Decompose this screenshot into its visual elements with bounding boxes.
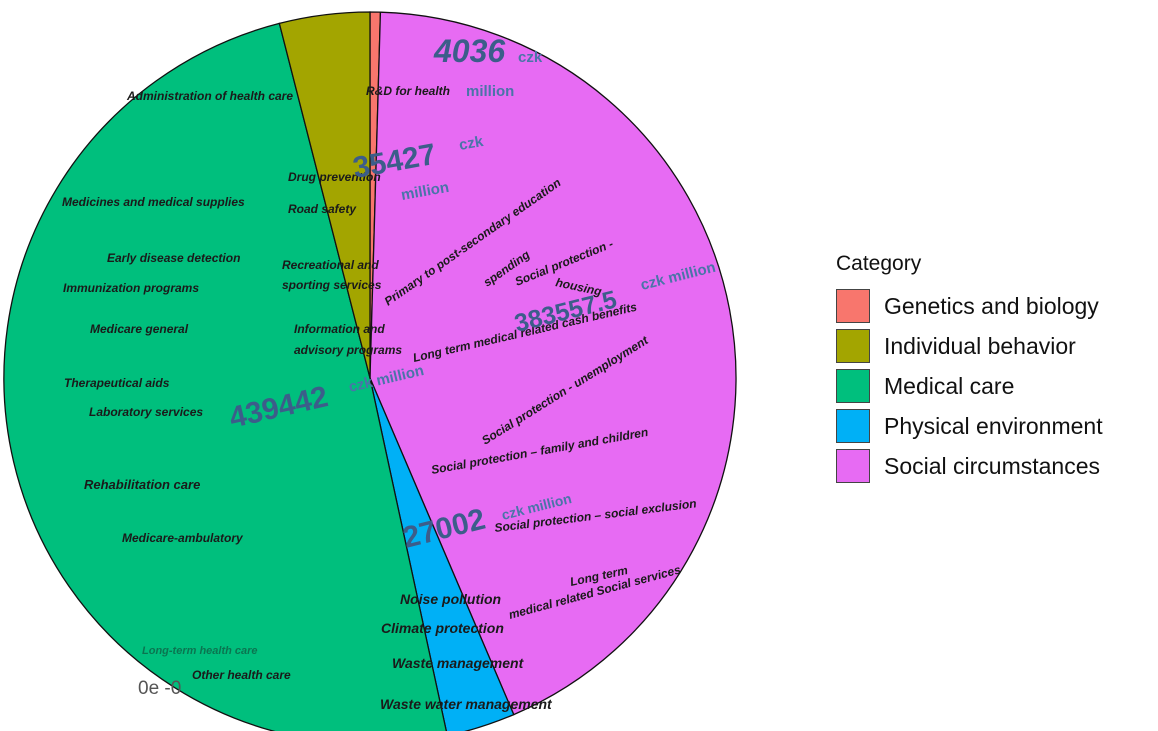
annotation-other-health-care: Other health care xyxy=(192,668,291,682)
legend-label: Physical environment xyxy=(884,413,1103,440)
legend-item-physical: Physical environment xyxy=(836,406,1103,446)
annotation-long-term-health-care: Long-term health care xyxy=(142,645,258,657)
legend-item-medical: Medical care xyxy=(836,366,1103,406)
annotation-early-detection: Early disease detection xyxy=(107,251,240,265)
annotation-rehabilitation: Rehabilitation care xyxy=(84,477,200,492)
annotation-road-safety: Road safety xyxy=(288,202,357,216)
legend-item-genetics: Genetics and biology xyxy=(836,286,1103,326)
annotation-noise-pollution: Noise pollution xyxy=(400,591,501,607)
annotation-rd-for-health: R&D for health xyxy=(366,84,450,98)
pie-slices xyxy=(4,12,736,731)
axis-artifact-label: 0e -0 xyxy=(138,678,181,700)
annotation-medicare-general: Medicare general xyxy=(90,322,189,336)
legend: Category Genetics and biology Individual… xyxy=(836,252,1103,486)
legend-item-behavior: Individual behavior xyxy=(836,326,1103,366)
pie-chart: R&D for health Drug prevention Road safe… xyxy=(0,0,760,731)
annotation-advisory-programs: advisory programs xyxy=(294,343,402,357)
legend-label: Social circumstances xyxy=(884,453,1100,480)
legend-swatch xyxy=(836,409,870,443)
annotation-medicare-ambulatory: Medicare-ambulatory xyxy=(122,531,244,545)
legend-label: Individual behavior xyxy=(884,333,1076,360)
annotation-administration: Administration of health care xyxy=(126,89,293,103)
annotation-waste-management: Waste management xyxy=(392,655,525,671)
annotation-immunization: Immunization programs xyxy=(63,281,199,295)
legend-label: Medical care xyxy=(884,373,1014,400)
annotation-waste-water: Waste water management xyxy=(380,696,553,712)
legend-swatch xyxy=(836,449,870,483)
legend-swatch xyxy=(836,369,870,403)
annotation-climate-protection: Climate protection xyxy=(381,620,504,636)
annotation-information: Information and xyxy=(294,322,385,336)
legend-swatch xyxy=(836,289,870,323)
annotation-therapeutical-aids: Therapeutical aids xyxy=(64,376,170,390)
annotation-recreational: Recreational and xyxy=(282,258,379,272)
legend-label: Genetics and biology xyxy=(884,293,1099,320)
legend-title: Category xyxy=(836,252,1103,276)
annotation-laboratory: Laboratory services xyxy=(89,405,203,419)
value-label-genetics: 4036 xyxy=(433,33,505,69)
annotation-medicines: Medicines and medical supplies xyxy=(62,195,245,209)
legend-item-social: Social circumstances xyxy=(836,446,1103,486)
value-unit-genetics-a: czk xyxy=(518,49,543,66)
legend-swatch xyxy=(836,329,870,363)
annotation-sporting-services: sporting services xyxy=(282,278,382,292)
value-unit-genetics-b: million xyxy=(466,83,514,100)
